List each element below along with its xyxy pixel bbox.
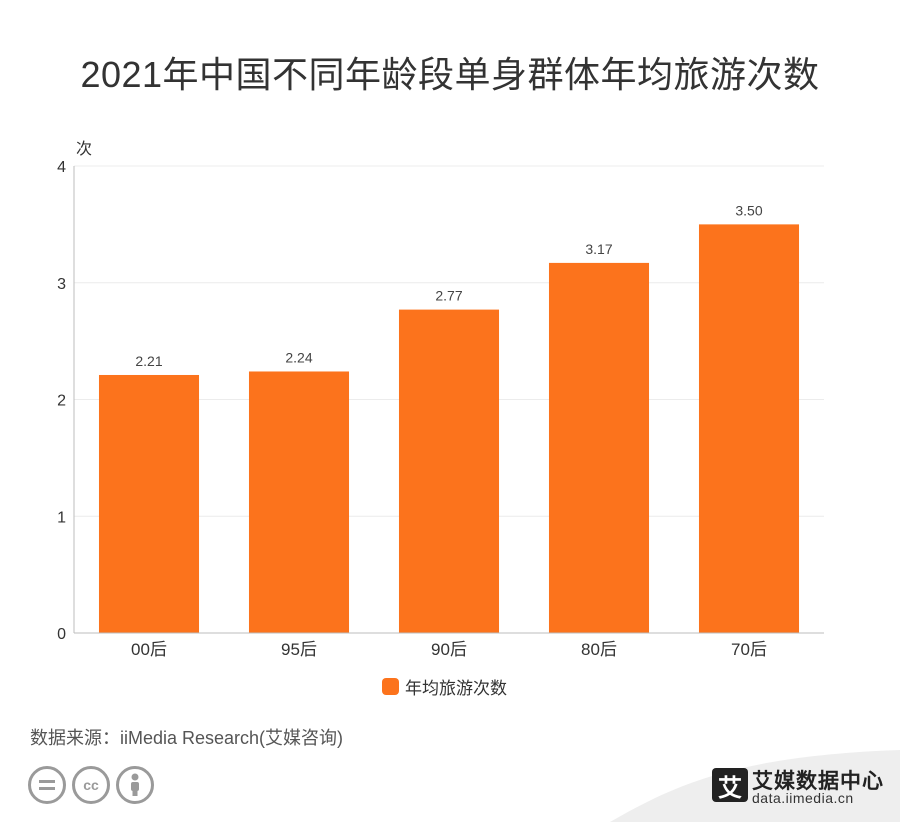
brand-logo: 艾: [712, 768, 748, 802]
x-tick-label: 00后: [131, 640, 167, 659]
bar: [698, 224, 800, 633]
data-label: 3.17: [585, 241, 612, 257]
data-label: 3.50: [735, 202, 762, 218]
cc-icon: cc: [72, 766, 110, 804]
bar: [248, 371, 350, 633]
x-tick-label: 80后: [581, 640, 617, 659]
data-label: 2.24: [285, 349, 312, 365]
source-note: 数据来源：iiMedia Research(艾媒咨询): [30, 728, 344, 748]
legend-label: 年均旅游次数: [405, 679, 507, 698]
y-tick-label: 1: [57, 509, 66, 526]
x-tick-label: 90后: [431, 640, 467, 659]
y-tick-label: 2: [57, 393, 66, 410]
bar: [398, 309, 500, 633]
brand-url[interactable]: data.iimedia.cn: [752, 790, 854, 806]
y-tick-label: 4: [57, 159, 66, 176]
brand-banner: [610, 750, 900, 822]
license-icons: cc: [28, 766, 154, 804]
legend[interactable]: 年均旅游次数: [382, 674, 507, 699]
bars: 2.21 2.24 2.77 3.17 3.50: [98, 202, 800, 633]
y-axis: 0 1 2 3 4: [57, 159, 75, 643]
x-tick-label: 95后: [281, 640, 317, 659]
x-tick-label: 70后: [731, 640, 767, 659]
x-axis: 00后 95后 90后 80后 70后: [74, 632, 824, 659]
chart-title: 2021年中国不同年龄段单身群体年均旅游次数: [80, 54, 820, 95]
equals-icon: [28, 766, 66, 804]
legend-swatch: [382, 678, 399, 695]
person-icon: [116, 766, 154, 804]
bar: [548, 262, 650, 633]
bar-chart: 0 1 2 3 4 2.21 2.24 2.77 3.17 3.50 00后 95后 90后 80后 7…: [57, 140, 824, 659]
data-label: 2.21: [135, 353, 162, 369]
y-tick-label: 3: [57, 276, 66, 293]
bar: [98, 374, 200, 633]
data-label: 2.77: [435, 288, 462, 304]
y-axis-label: 次: [76, 140, 92, 158]
brand-name: 艾媒数据中心: [752, 770, 884, 793]
y-tick-label: 0: [57, 626, 66, 643]
